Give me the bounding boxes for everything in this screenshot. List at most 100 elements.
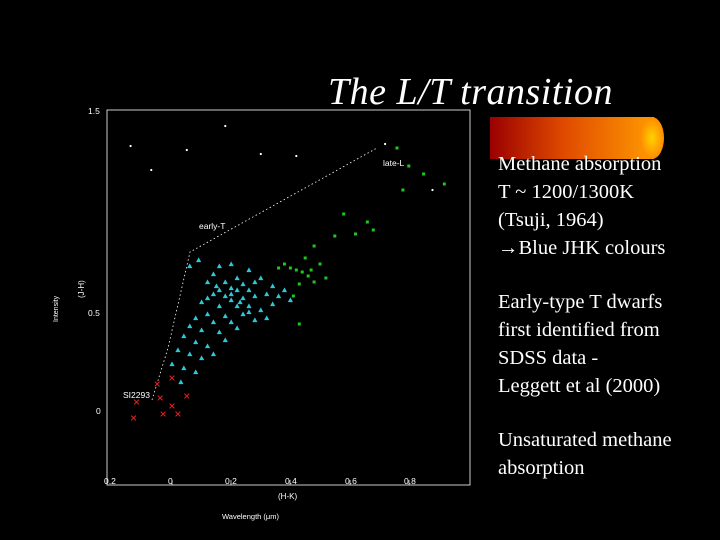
annotation-early-t: early-T (199, 221, 225, 231)
x-tick-label: 0.2 (104, 476, 116, 486)
data-point (228, 261, 234, 267)
data-point (252, 279, 258, 285)
data-point (222, 279, 228, 285)
data-point (228, 319, 234, 325)
bullet-list: Methane absorption T ~ 1200/1300K (Tsuji… (498, 150, 720, 482)
data-point (246, 303, 252, 309)
data-point (133, 399, 140, 405)
data-point (234, 303, 240, 309)
data-point (181, 333, 187, 339)
data-point (199, 355, 205, 361)
x-tick-label: 0.4 (285, 476, 297, 486)
data-point (181, 365, 187, 371)
data-point (333, 234, 337, 238)
data-point (204, 343, 211, 349)
data-point (246, 309, 252, 315)
bullet-line: SDSS data - (498, 347, 599, 369)
data-point (213, 283, 219, 289)
data-point (246, 267, 252, 273)
data-point (258, 307, 264, 313)
data-point (354, 232, 358, 236)
x-tick-label: 0.6 (345, 476, 357, 486)
bullet-line: Unsaturated methane (498, 429, 672, 451)
data-point (222, 313, 228, 319)
data-point (210, 271, 217, 277)
data-point (291, 294, 295, 298)
data-point (312, 244, 316, 248)
data-point (216, 263, 222, 269)
data-point (228, 291, 234, 297)
data-point (234, 287, 240, 293)
x-tick-label: 0.8 (404, 476, 416, 486)
data-point (431, 188, 434, 192)
data-point (282, 262, 286, 266)
bullet-line: Early-type T dwarfs (498, 291, 663, 313)
scatter-points (129, 124, 446, 421)
bullet-line: absorption (498, 457, 585, 479)
data-point (318, 262, 322, 266)
data-point (306, 274, 310, 278)
data-point (178, 379, 184, 385)
data-point (258, 275, 264, 281)
data-point (287, 297, 293, 303)
data-point (295, 154, 298, 158)
data-point (264, 315, 270, 321)
data-point (193, 369, 199, 375)
data-point (246, 287, 252, 293)
data-point (259, 152, 262, 156)
data-point (175, 411, 181, 417)
data-point (252, 317, 258, 323)
data-point (228, 285, 234, 291)
data-point (187, 263, 193, 269)
data-point (169, 375, 175, 381)
data-point (281, 287, 288, 293)
data-point (264, 291, 270, 297)
data-point (185, 148, 188, 152)
data-point (169, 403, 175, 409)
x-axis-label: (H-K) (278, 492, 297, 501)
data-point (270, 283, 276, 289)
data-point (210, 291, 217, 297)
bullet-line: Methane absorption (498, 153, 662, 175)
data-point (300, 270, 304, 274)
bullet-line: →Blue JHK colours (498, 237, 666, 259)
plot-frame (106, 109, 471, 486)
data-point (342, 212, 346, 216)
data-point (401, 188, 405, 192)
x-axis-outer-label: Wavelength (μm) (222, 512, 279, 521)
data-point (210, 319, 217, 325)
data-point (297, 282, 301, 286)
data-point (407, 164, 411, 168)
data-point (222, 293, 228, 299)
data-point (234, 325, 240, 331)
data-point (312, 280, 316, 284)
data-point (157, 395, 163, 401)
title-accent-bar (490, 117, 664, 159)
x-tick-label: 0 (168, 476, 173, 486)
data-point (237, 299, 243, 305)
data-point (288, 266, 292, 270)
data-point (193, 315, 199, 321)
data-point (371, 228, 375, 232)
data-point (303, 256, 307, 260)
data-point (187, 323, 193, 329)
data-point (222, 337, 228, 343)
data-point (240, 281, 246, 287)
data-point (193, 339, 199, 345)
data-point (384, 142, 387, 146)
data-point (196, 257, 202, 263)
data-point (204, 295, 211, 301)
data-point (240, 311, 246, 317)
data-point (324, 276, 328, 280)
data-point (277, 266, 281, 270)
data-point (199, 327, 205, 333)
data-point (294, 268, 298, 272)
data-point (154, 381, 160, 387)
data-point (204, 311, 211, 317)
data-point (169, 361, 175, 367)
y-axis-outer-label: Intensity (53, 295, 60, 322)
data-point (224, 124, 227, 128)
data-point (216, 303, 222, 309)
